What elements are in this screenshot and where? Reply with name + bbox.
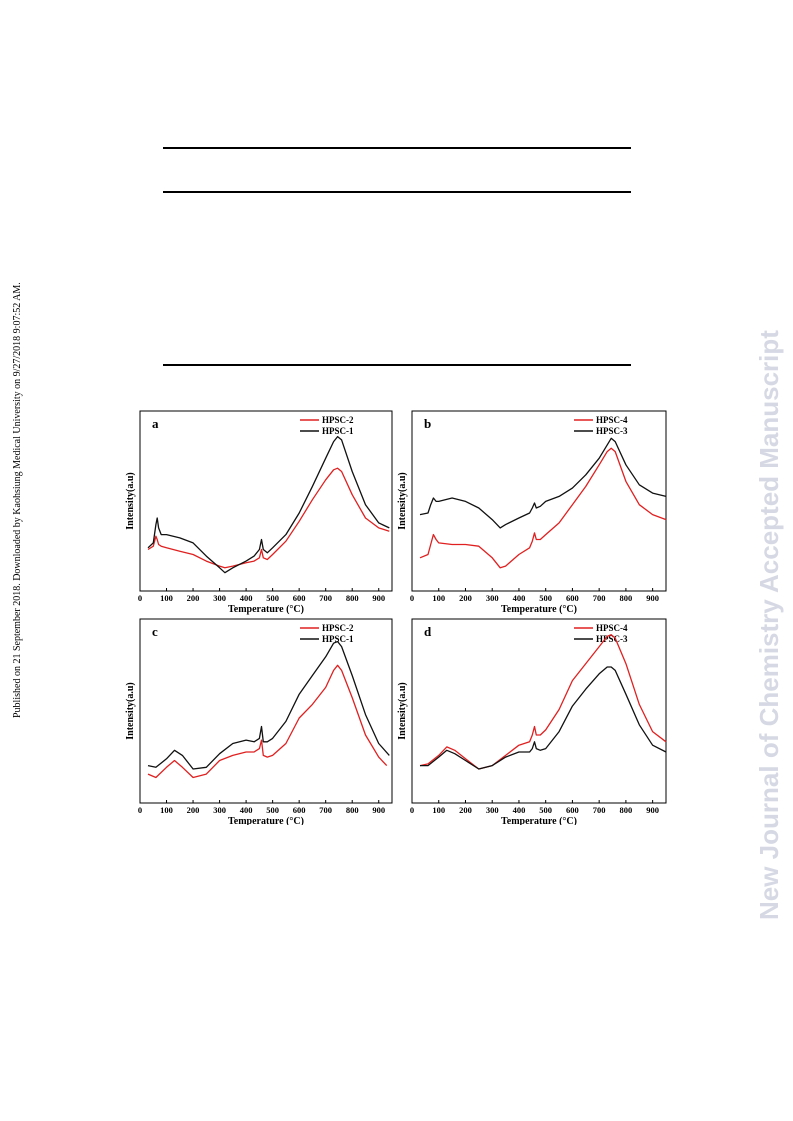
panel-b: 0 100 200 300 400 500 600 700 800 900 Temperature … (397, 410, 667, 615)
series-line (147, 664, 388, 779)
x-tick-label: 300 (213, 805, 226, 815)
x-tick-label: 300 (213, 593, 226, 603)
series-line (147, 640, 390, 770)
x-tick-label: 0 (138, 593, 142, 603)
x-tick-label: 400 (240, 593, 253, 603)
x-tick-label: 400 (513, 805, 526, 815)
journal-watermark: New Journal of Chemistry Accepted Manusc… (754, 330, 784, 920)
table-header-rule (163, 191, 631, 193)
plot-frame (411, 618, 667, 804)
x-tick-label: 700 (593, 593, 606, 603)
panel-a: 0 100 200 300 400 500 600 700 800 900 Temperature … (125, 410, 393, 615)
legend-label: HPSC-3 (596, 426, 628, 436)
x-tick-label: 100 (432, 593, 445, 603)
panel-letter: c (152, 624, 158, 639)
x-tick-label: 800 (346, 593, 359, 603)
panel-letter: d (424, 624, 432, 639)
x-tick-label: 700 (593, 805, 606, 815)
x-tick-label: 700 (319, 805, 332, 815)
x-tick-label: 100 (160, 593, 173, 603)
tpr-figure: 0 100 200 300 400 500 600 700 800 900 Temperature … (125, 410, 667, 827)
x-tick-label: 200 (459, 593, 472, 603)
legend-label: HPSC-4 (596, 623, 628, 633)
x-axis-title: Temperature (°C) (228, 816, 304, 825)
x-tick-label: 600 (566, 593, 579, 603)
plot-frame (411, 410, 667, 592)
table-bottom-rule (163, 364, 631, 366)
x-tick-label: 500 (266, 593, 279, 603)
y-axis-title: Intensity(a.u) (397, 682, 408, 740)
legend-label: HPSC-2 (322, 623, 354, 633)
x-tick-label: 500 (539, 805, 552, 815)
x-tick-label: 900 (372, 593, 385, 603)
x-axis-title: Temperature (°C) (501, 604, 577, 615)
x-tick-label: 0 (410, 805, 414, 815)
y-axis-title: Intensity(a.u) (397, 472, 408, 530)
x-tick-label: 800 (620, 805, 633, 815)
series-line (147, 467, 390, 569)
x-tick-label: 800 (620, 593, 633, 603)
y-axis-title: Intensity(a.u) (125, 472, 136, 530)
legend-label: HPSC-1 (322, 426, 354, 436)
series-line (419, 447, 667, 569)
panel-c: 0 100 200 300 400 500 600 700 800 900 Temperature … (125, 618, 393, 827)
x-tick-label: 500 (266, 805, 279, 815)
panel-letter: a (152, 416, 159, 431)
x-axis-title: Temperature (°C) (228, 604, 304, 615)
legend-label: HPSC-2 (322, 415, 354, 425)
legend-label: HPSC-3 (596, 634, 628, 644)
x-tick-label: 700 (319, 593, 332, 603)
x-tick-label: 100 (160, 805, 173, 815)
series-line (147, 435, 390, 574)
x-tick-label: 200 (459, 805, 472, 815)
x-tick-label: 200 (187, 805, 200, 815)
panel-d: 0 100 200 300 400 500 600 700 800 900 Temperature … (397, 618, 667, 827)
panel-letter: b (424, 416, 431, 431)
x-tick-label: 400 (240, 805, 253, 815)
x-tick-label: 500 (539, 593, 552, 603)
x-tick-label: 0 (138, 805, 142, 815)
legend-label: HPSC-4 (596, 415, 628, 425)
x-tick-label: 400 (513, 593, 526, 603)
x-tick-label: 100 (432, 805, 445, 815)
legend-label: HPSC-1 (322, 634, 354, 644)
y-axis-title: Intensity(a.u) (125, 682, 136, 740)
x-tick-label: 600 (293, 593, 306, 603)
table-top-rule (163, 147, 631, 149)
x-tick-label: 800 (346, 805, 359, 815)
series-line (419, 634, 667, 770)
plot-frame (139, 410, 393, 592)
figure: 0 100 200 300 400 500 600 700 800 900 Temperature … (120, 405, 675, 830)
x-tick-label: 0 (410, 593, 414, 603)
series-line (419, 437, 667, 529)
x-tick-label: 300 (486, 805, 499, 815)
x-tick-label: 200 (187, 593, 200, 603)
x-tick-label: 600 (293, 805, 306, 815)
x-tick-label: 600 (566, 805, 579, 815)
x-tick-label: 900 (646, 805, 659, 815)
x-axis-title: Temperature (°C) (501, 816, 577, 825)
series-line (420, 666, 667, 770)
x-tick-label: 900 (646, 593, 659, 603)
x-tick-label: 900 (372, 805, 385, 815)
plot-frame (139, 618, 393, 804)
publication-note: Published on 21 September 2018. Download… (12, 282, 23, 718)
x-tick-label: 300 (486, 593, 499, 603)
